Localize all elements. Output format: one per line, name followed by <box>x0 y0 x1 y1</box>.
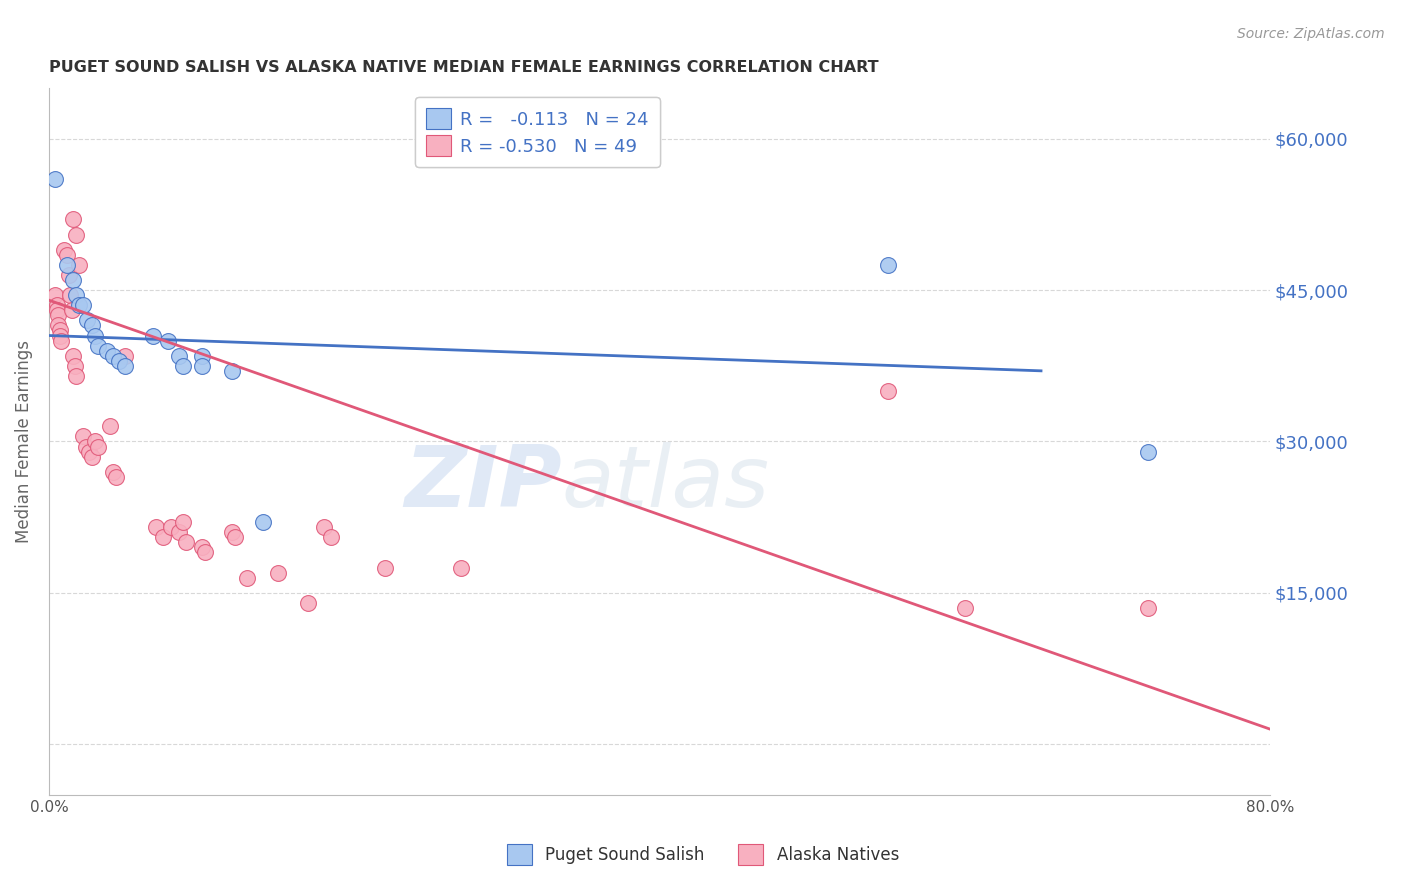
Point <box>172 359 194 373</box>
Point <box>72 298 94 312</box>
Text: ZIP: ZIP <box>404 442 562 525</box>
Point <box>72 429 94 443</box>
Point <box>321 530 343 544</box>
Point <box>46 309 69 323</box>
Point <box>80 318 103 333</box>
Point <box>51 334 73 348</box>
Point <box>69 258 91 272</box>
Point <box>45 303 67 318</box>
Point <box>69 298 91 312</box>
Point <box>77 444 100 458</box>
Point <box>75 440 97 454</box>
Point <box>80 450 103 464</box>
Point <box>101 465 124 479</box>
Point <box>48 328 70 343</box>
Point <box>48 323 70 337</box>
Legend: R =   -0.113   N = 24, R = -0.530   N = 49: R = -0.113 N = 24, R = -0.530 N = 49 <box>415 97 659 167</box>
Point <box>108 353 131 368</box>
Point <box>105 470 128 484</box>
Point <box>190 359 212 373</box>
Point <box>58 268 80 282</box>
Text: atlas: atlas <box>562 442 770 525</box>
Point <box>76 313 98 327</box>
Point <box>1136 601 1159 615</box>
Point <box>224 530 246 544</box>
Point <box>62 212 84 227</box>
Point <box>374 560 396 574</box>
Point <box>297 596 319 610</box>
Point <box>1136 444 1159 458</box>
Point <box>953 601 976 615</box>
Point <box>60 303 83 318</box>
Point <box>65 288 87 302</box>
Point <box>176 535 198 549</box>
Y-axis label: Median Female Earnings: Median Female Earnings <box>15 340 32 543</box>
Point <box>44 172 66 186</box>
Point <box>190 541 212 555</box>
Point <box>65 227 87 242</box>
Point <box>877 384 900 398</box>
Point <box>312 520 335 534</box>
Point <box>46 318 69 333</box>
Point <box>87 338 110 352</box>
Point <box>152 530 174 544</box>
Point <box>96 343 118 358</box>
Point <box>45 298 67 312</box>
Point <box>56 258 79 272</box>
Point <box>62 349 84 363</box>
Point <box>236 571 259 585</box>
Point <box>167 525 190 540</box>
Point <box>87 440 110 454</box>
Point <box>157 334 180 348</box>
Point <box>142 328 165 343</box>
Point <box>62 273 84 287</box>
Point <box>145 520 167 534</box>
Point <box>59 288 82 302</box>
Point <box>194 545 217 559</box>
Text: PUGET SOUND SALISH VS ALASKA NATIVE MEDIAN FEMALE EARNINGS CORRELATION CHART: PUGET SOUND SALISH VS ALASKA NATIVE MEDI… <box>49 60 879 75</box>
Legend: Puget Sound Salish, Alaska Natives: Puget Sound Salish, Alaska Natives <box>498 834 908 875</box>
Point <box>114 349 136 363</box>
Point <box>167 349 190 363</box>
Point <box>98 419 121 434</box>
Point <box>101 349 124 363</box>
Point <box>53 243 76 257</box>
Point <box>267 566 290 580</box>
Point <box>63 359 86 373</box>
Point <box>44 288 66 302</box>
Point <box>56 248 79 262</box>
Point <box>190 349 212 363</box>
Point <box>160 520 183 534</box>
Point <box>83 434 105 449</box>
Text: Source: ZipAtlas.com: Source: ZipAtlas.com <box>1237 27 1385 41</box>
Point <box>877 258 900 272</box>
Point <box>172 515 194 529</box>
Point <box>83 328 105 343</box>
Point <box>450 560 472 574</box>
Point <box>252 515 274 529</box>
Point <box>114 359 136 373</box>
Point <box>221 525 243 540</box>
Point <box>65 368 87 383</box>
Point <box>221 364 243 378</box>
